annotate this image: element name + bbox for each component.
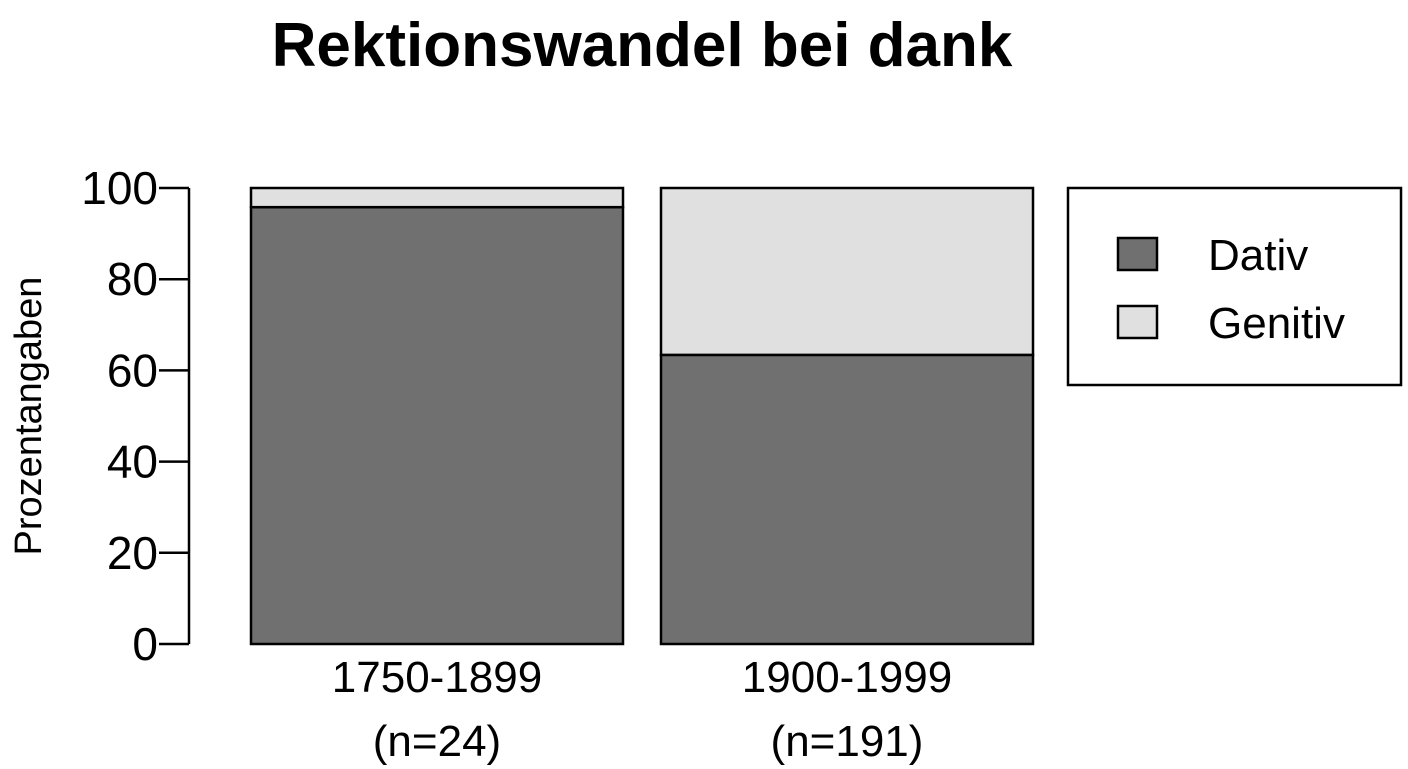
x-tick-sublabel: (n=191) xyxy=(771,717,924,766)
y-tick-label: 40 xyxy=(107,436,158,488)
x-tick-label: 1750-1899 xyxy=(332,653,542,702)
x-tick-label: 1900-1999 xyxy=(742,653,952,702)
legend-swatch-genitiv xyxy=(1116,304,1159,340)
y-axis-label: Prozentangaben xyxy=(8,277,50,556)
y-tick-label: 20 xyxy=(107,527,158,579)
bar-dativ-2 xyxy=(659,353,1035,646)
y-axis: 0 20 40 60 80 100 xyxy=(81,162,191,670)
y-tick-label: 60 xyxy=(107,344,158,396)
bar-genitiv-2 xyxy=(659,186,1035,357)
y-tick-label: 100 xyxy=(81,162,158,214)
legend-label-dativ: Dativ xyxy=(1208,231,1308,280)
x-axis-labels: 1750-1899 (n=24) 1900-1999 (n=191) xyxy=(332,653,952,766)
chart-title: Rektionswandel bei dank xyxy=(272,11,1013,80)
legend: Dativ Genitiv xyxy=(1066,186,1403,387)
legend-box xyxy=(1066,186,1403,387)
bar-genitiv-1 xyxy=(249,186,625,209)
bars xyxy=(249,186,1035,646)
y-tick-label: 0 xyxy=(132,618,158,670)
x-tick-sublabel: (n=24) xyxy=(373,717,501,766)
y-tick-label: 80 xyxy=(107,253,158,305)
legend-label-genitiv: Genitiv xyxy=(1208,299,1345,348)
bar-dativ-1 xyxy=(249,205,625,646)
legend-swatch-dativ xyxy=(1116,236,1159,272)
